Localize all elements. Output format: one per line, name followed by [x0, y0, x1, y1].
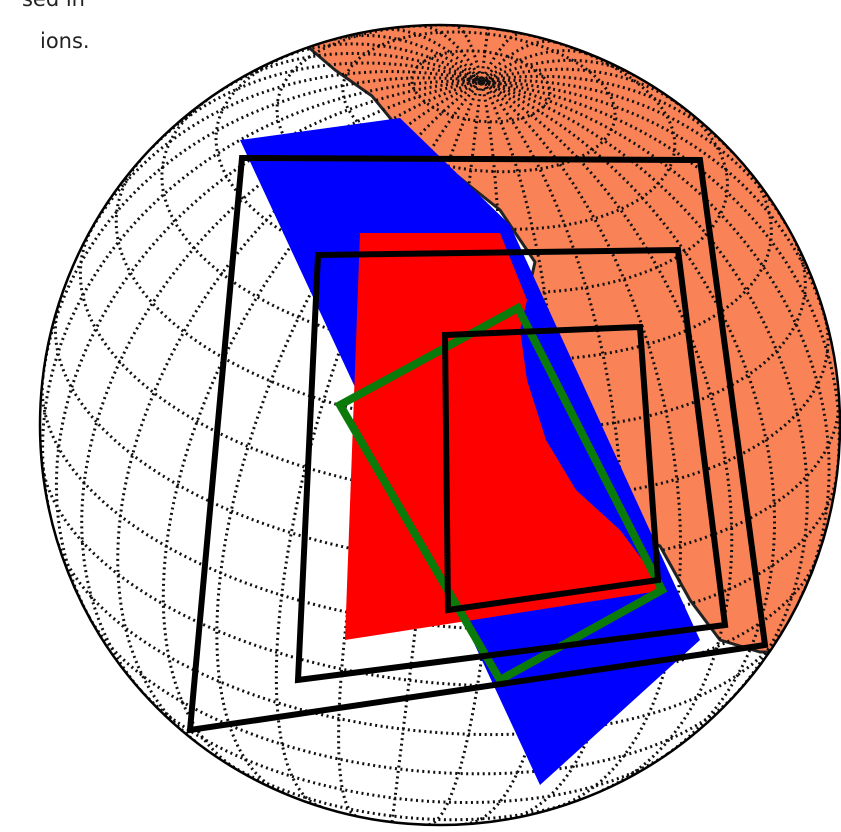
- graticule-line: [464, 80, 563, 825]
- red-domain: [345, 233, 665, 640]
- graticule-line: [452, 25, 483, 82]
- graticule-line: [139, 689, 669, 804]
- graticule-line: [480, 58, 636, 83]
- graticule-line: [56, 543, 784, 737]
- caption-line: ions.: [40, 29, 90, 53]
- graticule-line: [481, 78, 787, 225]
- graticule-line: [220, 51, 483, 92]
- graticule-line: [341, 30, 617, 174]
- graticule-line: [481, 79, 831, 599]
- graticule-line: [481, 74, 734, 153]
- graticule-line: [41, 79, 482, 508]
- graticule-line: [480, 39, 556, 83]
- inner-box: [441, 323, 662, 614]
- graticule-line: [480, 79, 734, 792]
- middle-box: [294, 246, 729, 684]
- graticule-line: [80, 79, 482, 692]
- graticule-line: [40, 458, 821, 688]
- graticule-line: [380, 27, 483, 83]
- globe-outline: [38, 23, 841, 827]
- graticule-line: [428, 80, 503, 825]
- graticule-line: [480, 79, 683, 811]
- graticule-line: [480, 79, 776, 756]
- graticule-line: [333, 33, 483, 83]
- globe-content: [40, 25, 840, 825]
- graticule-line: [481, 79, 831, 332]
- graticule-line: [481, 67, 679, 105]
- caption-line: sed in: [22, 0, 85, 11]
- graticule-line: [419, 25, 483, 82]
- graticule-line: [285, 42, 483, 83]
- outer-box: [186, 154, 769, 734]
- graticule-line: [337, 80, 483, 818]
- graticule-line: [151, 61, 482, 149]
- graticule-line: [83, 69, 482, 242]
- graticule-line: [480, 31, 523, 82]
